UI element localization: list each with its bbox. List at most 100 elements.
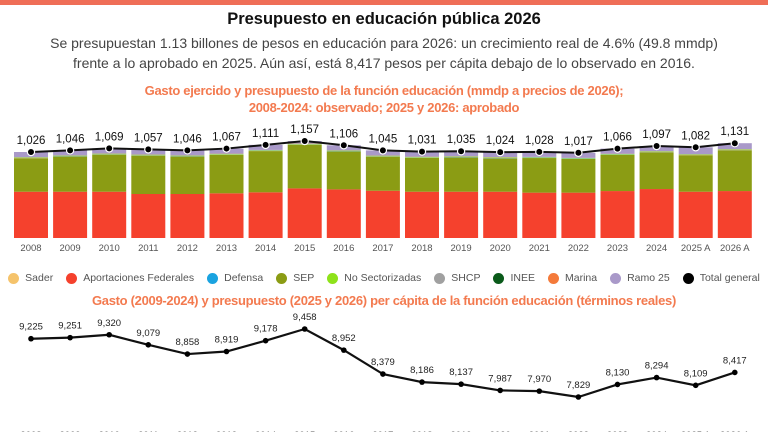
per-capita-data-label: 7,829 [567,380,591,391]
per-capita-point [106,331,112,338]
bar-segment-aportaciones-federales [170,193,205,238]
bar-segment-sep [639,152,674,190]
bar-segment-sep [483,158,518,192]
line-x-tick-label: 2012 [177,430,198,432]
bar-segment-aportaciones-federales [365,190,400,238]
bar-segment-aportaciones-federales [53,191,88,238]
bar-segment-aportaciones-federales [131,193,166,238]
line-x-tick-label: 2014 [255,430,276,432]
per-capita-data-label: 8,417 [723,355,747,366]
bar-segment-sep [14,158,48,192]
legend-item: Marina [547,272,597,284]
bar-segment-aportaciones-federales [717,191,752,238]
total-point [574,148,583,157]
per-capita-data-label: 8,858 [176,337,200,348]
legend-label: No Sectorizadas [344,272,422,284]
per-capita-data-label: 8,919 [215,334,239,345]
bar-segment-sep [92,154,127,192]
per-capita-point [262,337,269,344]
bar-segment-sep [365,156,400,191]
line-x-tick-label: 2025 A [681,430,711,432]
bar-segment-sep [522,158,557,193]
per-capita-data-label: 7,987 [488,373,512,384]
total-point [104,144,114,153]
legend-swatch [547,272,559,284]
per-capita-point [653,374,660,381]
total-data-label: 1,082 [681,130,710,142]
total-point [300,136,309,146]
bar-segment-aportaciones-federales [248,192,283,238]
bar-segment-aportaciones-federales [209,193,244,238]
x-tick-label: 2013 [216,243,237,254]
per-capita-point [497,387,504,394]
bar-segment-sep [561,158,596,193]
total-data-label: 1,157 [290,124,319,136]
x-tick-label: 2008 [20,243,41,254]
bar-segment-aportaciones-federales [14,191,48,238]
total-point [26,147,36,157]
line-x-tick-label: 2018 [411,430,432,432]
legend-label: Aportaciones Federales [83,272,195,284]
subtitle-line-1: Se presupuestan 1.13 billones de pesos e… [50,35,718,51]
x-tick-label: 2020 [490,243,511,254]
x-tick-label: 2015 [294,243,315,254]
total-data-label: 1,057 [134,132,163,144]
per-capita-point [419,379,425,385]
legend-item: No Sectorizadas [327,272,421,284]
legend-swatch [276,272,288,284]
bar-segment-aportaciones-federales [678,191,713,238]
bar-segment-aportaciones-federales [287,188,322,238]
bar-segment-aportaciones-federales [92,191,127,238]
bar-segment-aportaciones-federales [483,191,518,238]
total-point [183,146,192,155]
total-data-label: 1,131 [720,126,749,138]
per-capita-data-label: 9,079 [136,328,160,339]
total-data-label: 1,066 [603,132,632,144]
bar-chart-title-2: 2008-2024: observado; 2025 y 2026: aprob… [248,100,520,115]
total-point [613,144,622,153]
x-tick-label: 2024 [646,243,667,254]
total-point [339,141,348,150]
per-capita-data-label: 8,109 [684,368,708,379]
per-capita-data-label: 8,130 [606,367,630,378]
legend-item: INEE [493,272,535,284]
legend-item: SEP [276,272,314,284]
per-capita-point [223,348,230,355]
line-x-tick-label: 2008 [20,430,41,432]
bar-segment-sep [53,156,88,192]
legend-swatch [207,272,219,284]
legend-label: SHCP [451,272,481,284]
bar-segment-sep [287,144,322,189]
per-capita-point [536,388,543,394]
per-capita-point [28,335,34,342]
bar-segment-sep [678,155,713,192]
legend-swatch [682,272,694,284]
legend-label: Total general [699,272,760,284]
line-x-tick-label: 2026 A [720,430,750,432]
total-point [496,147,505,157]
bar-segment-sep [326,151,361,190]
line-x-tick-label: 2011 [138,430,158,432]
bar-segment-sep [405,157,439,192]
bar-segment-aportaciones-federales [444,191,479,238]
bar-segment-aportaciones-federales [561,192,596,238]
bar-segment-aportaciones-federales [639,189,674,238]
legend-swatch [434,272,446,284]
bar-segment-aportaciones-federales [405,191,439,238]
total-data-label: 1,067 [212,132,241,144]
per-capita-point [380,371,386,377]
per-capita-data-label: 8,952 [332,333,356,344]
bar-chart-legend: Sader Aportaciones Federales Defensa SEP No … [0,272,768,284]
bar-segment-sep [717,150,752,192]
line-x-tick-label: 2009 [60,430,81,432]
subtitle-line-2: frente a lo aprobado en 2025. Aún así, e… [73,55,695,71]
line-x-tick-label: 2021 [529,430,550,432]
legend-item: Defensa [207,272,263,284]
bar-segment-aportaciones-federales [326,189,361,238]
legend-item: Ramo 25 [610,272,670,284]
total-point [65,146,75,155]
legend-swatch [8,272,20,284]
per-capita-data-label: 9,458 [293,312,317,323]
top-banner [0,0,768,5]
